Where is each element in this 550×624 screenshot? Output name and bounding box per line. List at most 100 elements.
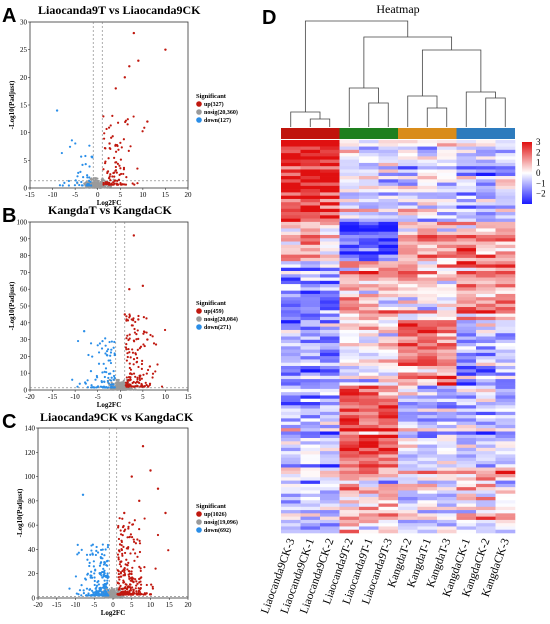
heatmap-cell — [281, 248, 301, 252]
heatmap-cell — [359, 261, 379, 265]
up-point — [114, 179, 117, 182]
heatmap-cell — [300, 241, 321, 246]
heatmap-cell — [359, 234, 379, 239]
heatmap-cell — [437, 149, 457, 154]
heatmap-cell — [359, 444, 379, 449]
heatmap-cell — [476, 438, 496, 442]
heatmap-cell — [495, 470, 516, 475]
heatmap-cell — [417, 284, 438, 288]
heatmap-cell — [359, 336, 379, 341]
y-tick-label: 0 — [24, 387, 28, 395]
heatmap-cell — [398, 143, 418, 147]
heatmap-cell — [495, 215, 516, 219]
heatmap-cell — [476, 523, 496, 527]
heatmap-cell — [339, 195, 360, 200]
down-point — [88, 165, 91, 168]
heatmap-cell — [476, 205, 496, 210]
heatmap-cell — [300, 244, 321, 249]
heatmap-cell — [456, 431, 477, 436]
heatmap-cell — [339, 359, 360, 363]
heatmap-cell — [495, 441, 516, 445]
heatmap-cell — [300, 254, 321, 259]
outlier-point — [138, 499, 141, 503]
heatmap-cell — [320, 356, 340, 360]
up-point — [135, 361, 138, 364]
down-point — [109, 354, 112, 357]
heatmap-cell — [495, 261, 516, 265]
up-point — [133, 519, 136, 522]
dendrogram-link — [309, 118, 331, 127]
heatmap-cell — [456, 202, 477, 206]
heatmap-cell — [378, 274, 399, 278]
y-axis-label: -Log10(Padjust) — [8, 80, 16, 129]
heatmap-cell — [359, 483, 379, 488]
heatmap-cell — [417, 166, 438, 170]
heatmap-cell — [437, 392, 457, 396]
heatmap-cell — [437, 451, 457, 455]
heatmap-cell — [456, 415, 477, 419]
down-point — [89, 588, 92, 591]
heatmap-cell — [476, 500, 496, 504]
down-point — [101, 586, 104, 589]
up-point — [131, 523, 134, 526]
heatmap-cell — [417, 388, 438, 393]
heatmap-cell — [359, 454, 379, 458]
heatmap-cell — [339, 297, 360, 301]
x-tick-label: 15 — [185, 393, 193, 401]
heatmap-cell — [339, 329, 360, 334]
legend-marker-up — [196, 101, 202, 107]
color-scale-tick-label: −2 — [536, 189, 546, 199]
down-point — [94, 592, 97, 595]
heatmap-cell — [476, 231, 496, 236]
panel-title: Liaocanda9T vs Liaocanda9CK — [38, 3, 201, 17]
heatmap-cell — [359, 254, 379, 259]
heatmap-cell — [320, 523, 340, 527]
heatmap-cell — [398, 421, 418, 426]
heatmap-cell — [417, 323, 438, 327]
down-point — [101, 576, 104, 579]
down-point — [110, 376, 113, 379]
heatmap-cell — [437, 264, 457, 269]
y-tick-label: 100 — [17, 219, 28, 227]
heatmap-cell — [495, 398, 516, 403]
up-point — [121, 517, 124, 520]
nosig-point — [100, 180, 104, 183]
heatmap-cell — [281, 143, 301, 147]
heatmap-cell — [476, 372, 496, 377]
down-point — [103, 554, 106, 557]
heatmap-cell — [417, 474, 438, 478]
heatmap-cell — [437, 303, 457, 308]
heatmap-cell — [300, 454, 321, 458]
up-point — [118, 563, 121, 566]
nosig-point — [112, 592, 115, 595]
heatmap-cell — [300, 166, 321, 170]
heatmap-cell — [456, 185, 477, 190]
heatmap-cell — [281, 225, 301, 229]
down-point — [85, 587, 89, 590]
heatmap-cell — [456, 169, 477, 174]
heatmap-cell — [339, 474, 360, 478]
down-point — [82, 176, 85, 179]
nosig-point — [109, 185, 113, 188]
down-point — [102, 573, 105, 576]
heatmap-cell — [359, 519, 379, 524]
up-point — [109, 124, 112, 127]
up-point — [111, 135, 114, 138]
heatmap-cell — [281, 411, 301, 416]
up-point — [124, 119, 128, 122]
heatmap-cell — [320, 398, 340, 403]
up-point — [121, 534, 124, 537]
outlier-point — [123, 76, 127, 79]
down-point — [95, 549, 98, 552]
heatmap-cell — [300, 470, 321, 475]
heatmap-cell — [320, 470, 340, 475]
heatmap-cell — [339, 460, 360, 465]
heatmap-cell — [417, 454, 438, 458]
heatmap-cell — [281, 415, 301, 419]
heatmap-cell — [417, 418, 438, 422]
legend-title: Significant — [196, 503, 227, 510]
heatmap-cell — [398, 326, 418, 331]
heatmap-cell — [378, 198, 399, 203]
up-point — [109, 147, 112, 151]
heatmap-cell — [495, 313, 516, 318]
